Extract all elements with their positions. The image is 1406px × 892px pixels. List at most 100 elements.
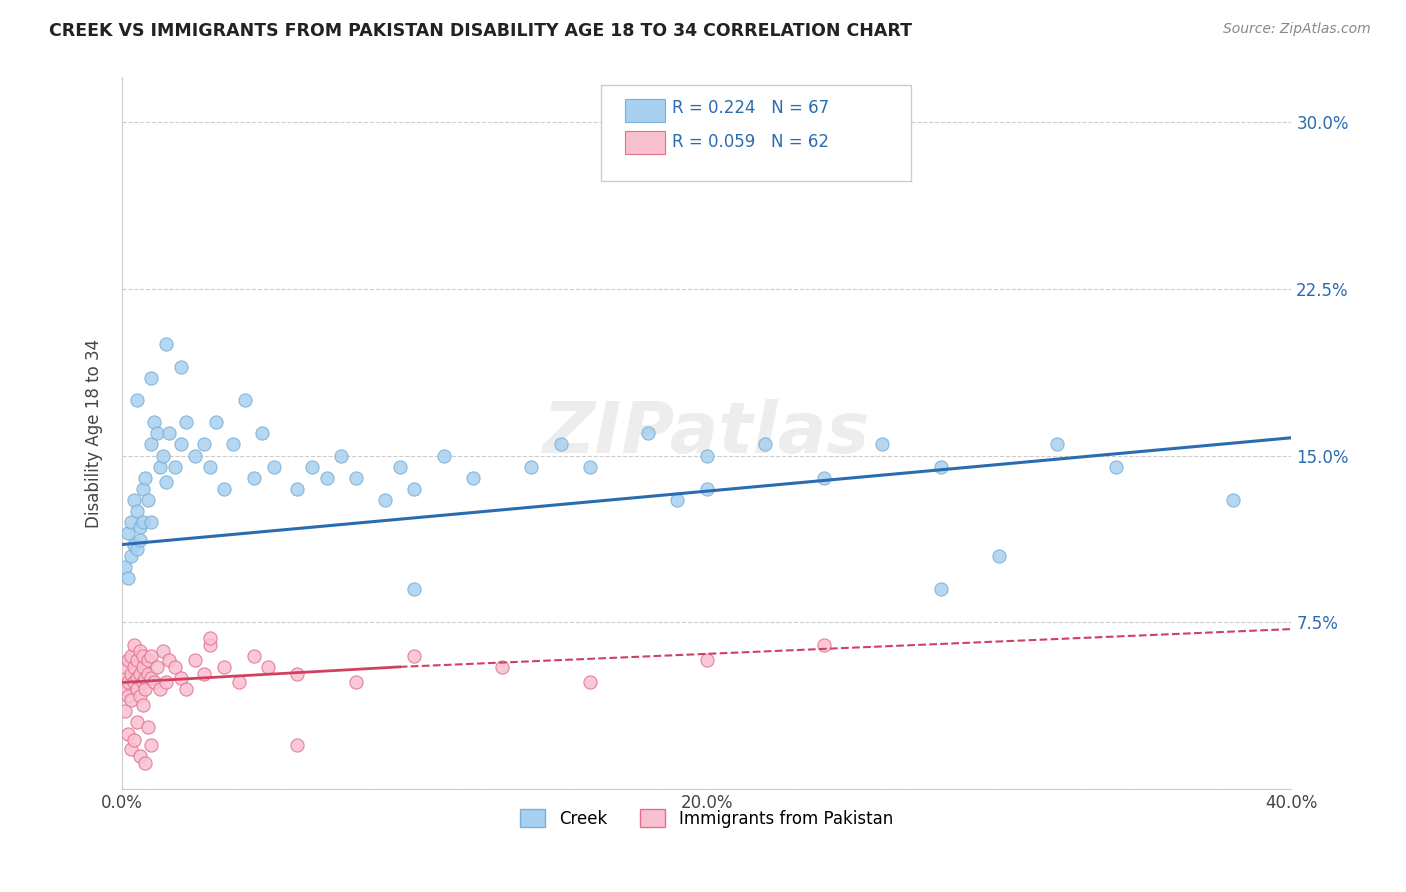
Point (131, 648, 153, 663)
Point (813, 638, 835, 652)
Point (222, 437, 245, 451)
Point (163, 660, 186, 674)
Point (134, 682, 156, 697)
Point (263, 459, 285, 474)
Point (128, 520, 150, 534)
Point (169, 359, 191, 374)
Point (374, 493, 396, 508)
Legend: Creek, Immigrants from Pakistan: Creek, Immigrants from Pakistan (513, 803, 900, 834)
Point (287, 482, 309, 496)
Point (929, 582, 952, 596)
Point (134, 756, 156, 770)
Point (198, 459, 221, 474)
Point (696, 482, 718, 496)
Point (988, 549, 1011, 563)
Point (117, 726, 139, 740)
Point (134, 671, 156, 685)
Point (125, 392, 148, 407)
Point (929, 459, 952, 474)
Point (149, 682, 172, 697)
Text: R = 0.224   N = 67: R = 0.224 N = 67 (672, 99, 828, 117)
Point (404, 648, 426, 663)
Point (141, 370, 163, 384)
Point (461, 471, 484, 485)
Point (870, 437, 893, 451)
Point (117, 689, 139, 703)
Point (114, 682, 136, 697)
Point (1105, 459, 1128, 474)
Point (696, 449, 718, 463)
Text: R = 0.059   N = 62: R = 0.059 N = 62 (672, 133, 828, 151)
Point (169, 671, 191, 685)
Point (128, 689, 150, 703)
Point (578, 675, 600, 690)
Point (125, 541, 148, 556)
Point (122, 638, 145, 652)
Point (578, 459, 600, 474)
Point (287, 738, 309, 752)
Point (122, 733, 145, 747)
Point (155, 337, 177, 351)
Point (666, 493, 689, 508)
Point (143, 415, 166, 429)
Point (125, 504, 148, 518)
Point (193, 437, 215, 451)
Point (214, 482, 236, 496)
Point (520, 459, 543, 474)
Point (242, 648, 264, 663)
Point (228, 675, 250, 690)
Point (131, 698, 153, 712)
Y-axis label: Disability Age 18 to 34: Disability Age 18 to 34 (86, 339, 103, 528)
Point (120, 648, 142, 663)
Point (120, 666, 142, 681)
Point (125, 671, 148, 685)
Point (128, 666, 150, 681)
Point (131, 482, 153, 496)
Point (301, 459, 323, 474)
Point (114, 559, 136, 574)
Point (233, 392, 256, 407)
Point (184, 449, 207, 463)
Point (141, 648, 163, 663)
Point (141, 671, 163, 685)
Point (344, 675, 367, 690)
Point (122, 660, 145, 674)
FancyBboxPatch shape (602, 85, 911, 181)
Point (117, 675, 139, 690)
Point (252, 426, 274, 441)
Point (404, 482, 426, 496)
Point (1046, 437, 1069, 451)
Point (388, 459, 411, 474)
Point (204, 415, 226, 429)
Point (122, 675, 145, 690)
Point (257, 660, 280, 674)
Point (169, 437, 191, 451)
Point (141, 738, 163, 752)
Point (117, 653, 139, 667)
Point (550, 437, 572, 451)
Point (125, 653, 148, 667)
Point (114, 671, 136, 685)
Point (120, 742, 142, 756)
Text: Source: ZipAtlas.com: Source: ZipAtlas.com (1223, 22, 1371, 37)
Point (143, 675, 166, 690)
Point (138, 653, 160, 667)
Point (120, 693, 142, 707)
FancyBboxPatch shape (624, 99, 665, 121)
Point (152, 449, 174, 463)
Point (131, 516, 153, 530)
Point (131, 675, 153, 690)
Point (198, 638, 221, 652)
Point (754, 437, 776, 451)
Point (163, 459, 186, 474)
Point (1222, 493, 1244, 508)
Point (433, 449, 456, 463)
Point (128, 644, 150, 658)
FancyBboxPatch shape (624, 131, 665, 153)
Point (128, 748, 150, 763)
Text: ZIPatlas: ZIPatlas (543, 399, 870, 467)
Point (114, 660, 136, 674)
Point (287, 666, 309, 681)
Point (141, 437, 163, 451)
Point (491, 660, 513, 674)
